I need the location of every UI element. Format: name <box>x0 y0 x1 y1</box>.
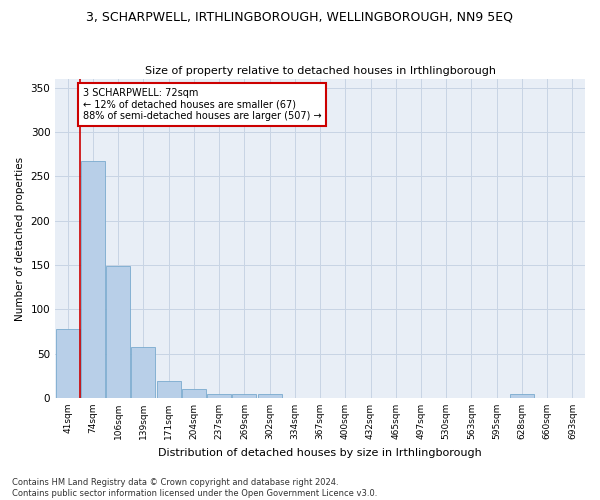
Bar <box>232 394 256 398</box>
Bar <box>510 394 534 398</box>
Bar <box>182 389 206 398</box>
Bar <box>56 329 80 398</box>
Bar <box>106 266 130 398</box>
Bar <box>207 394 231 398</box>
Title: Size of property relative to detached houses in Irthlingborough: Size of property relative to detached ho… <box>145 66 496 76</box>
Y-axis label: Number of detached properties: Number of detached properties <box>15 156 25 320</box>
Bar <box>81 162 105 398</box>
X-axis label: Distribution of detached houses by size in Irthlingborough: Distribution of detached houses by size … <box>158 448 482 458</box>
Bar <box>131 346 155 398</box>
Bar <box>157 381 181 398</box>
Text: 3 SCHARPWELL: 72sqm
← 12% of detached houses are smaller (67)
88% of semi-detach: 3 SCHARPWELL: 72sqm ← 12% of detached ho… <box>83 88 322 121</box>
Bar <box>257 394 281 398</box>
Text: Contains HM Land Registry data © Crown copyright and database right 2024.
Contai: Contains HM Land Registry data © Crown c… <box>12 478 377 498</box>
Text: 3, SCHARPWELL, IRTHLINGBOROUGH, WELLINGBOROUGH, NN9 5EQ: 3, SCHARPWELL, IRTHLINGBOROUGH, WELLINGB… <box>86 10 514 23</box>
